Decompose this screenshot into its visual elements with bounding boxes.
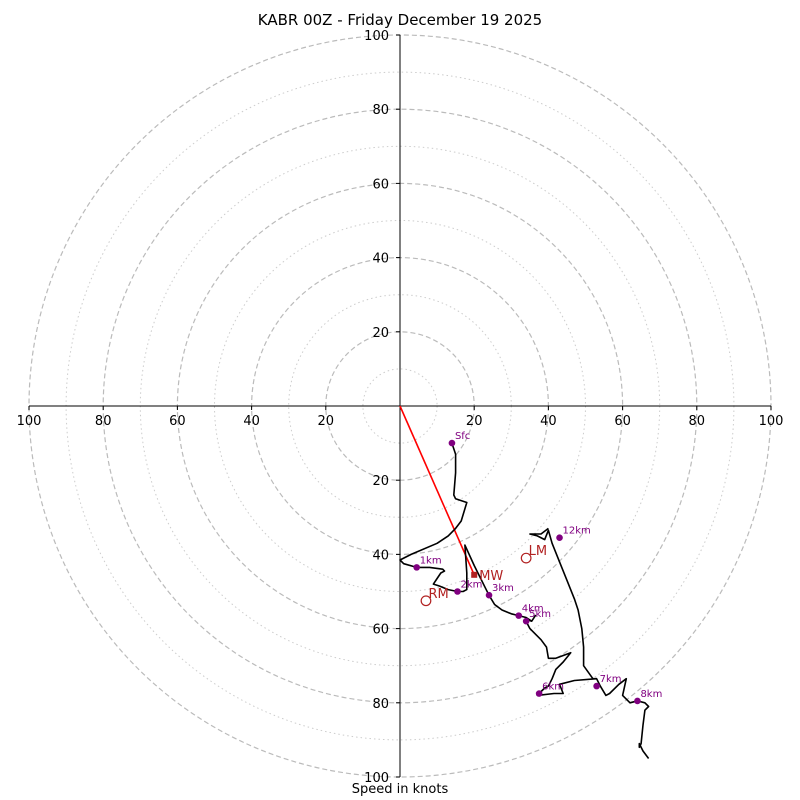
hodograph-trace	[399, 442, 650, 759]
height-marker-label: 2km	[461, 580, 483, 591]
y-tick-label: 60	[372, 177, 389, 192]
height-marker-label: Sfc	[455, 431, 470, 442]
height-marker-5km	[522, 617, 530, 625]
height-marker-label: 8km	[640, 689, 662, 700]
y-tick-label: 60	[372, 623, 389, 638]
height-marker-label: 12km	[563, 526, 591, 537]
mean-wind-label: MW	[479, 569, 503, 584]
storm-motion-marker-RM	[420, 595, 432, 607]
x-tick-label: 60	[614, 414, 631, 429]
x-axis-label: Speed in knots	[351, 782, 449, 797]
x-tick-label: 80	[95, 414, 112, 429]
height-marker-label: 7km	[600, 674, 622, 685]
x-tick-label: 100	[759, 414, 784, 429]
storm-motion-label: RM	[428, 587, 448, 602]
storm-motion-marker-LM	[520, 552, 532, 564]
y-tick-label: 80	[372, 697, 389, 712]
mean-wind-vector	[399, 405, 475, 576]
height-marker-1km	[413, 564, 420, 571]
x-tick-label: 80	[689, 414, 706, 429]
mean-wind-marker	[471, 571, 478, 578]
x-tick-label: 40	[540, 414, 557, 429]
y-tick-label: 20	[372, 326, 389, 341]
x-tick-label: 20	[466, 414, 483, 429]
height-marker-2km	[454, 588, 461, 595]
y-tick-label: 100	[364, 29, 389, 44]
y-tick-label: 40	[372, 548, 389, 563]
height-marker-6km	[535, 690, 543, 697]
x-tick-label: 60	[169, 414, 186, 429]
height-marker-3km	[485, 591, 493, 599]
chart-title: KABR 00Z - Friday December 19 2025	[257, 11, 543, 29]
y-tick-label: 80	[372, 103, 389, 118]
x-tick-label: 20	[318, 414, 335, 429]
height-marker-label: 3km	[492, 583, 514, 594]
height-marker-7km	[593, 682, 600, 690]
height-marker-8km	[634, 697, 641, 705]
y-tick-label: 20	[372, 474, 389, 489]
y-tick-label: 40	[372, 252, 389, 267]
hodograph-traces	[399, 405, 650, 759]
hodograph-upper-trace	[529, 527, 597, 680]
height-marker-label: 1km	[420, 555, 442, 566]
y-tick-label: 100	[364, 771, 389, 786]
height-marker-Sfc	[448, 439, 456, 447]
x-tick-label: 40	[243, 414, 260, 429]
x-tick-label: 100	[17, 414, 42, 429]
storm-motion-label: LM	[529, 544, 547, 559]
height-marker-12km	[556, 534, 563, 542]
height-marker-label: 4km	[522, 604, 544, 615]
height-marker-label: 6km	[542, 682, 564, 693]
height-marker-4km	[515, 612, 523, 619]
tick-labels: 100 80 60 40 20 20 40 60 80 100 100 80 60 40 20 20 40 60 8…	[17, 29, 784, 786]
height-marker-label: 5km	[529, 609, 551, 620]
